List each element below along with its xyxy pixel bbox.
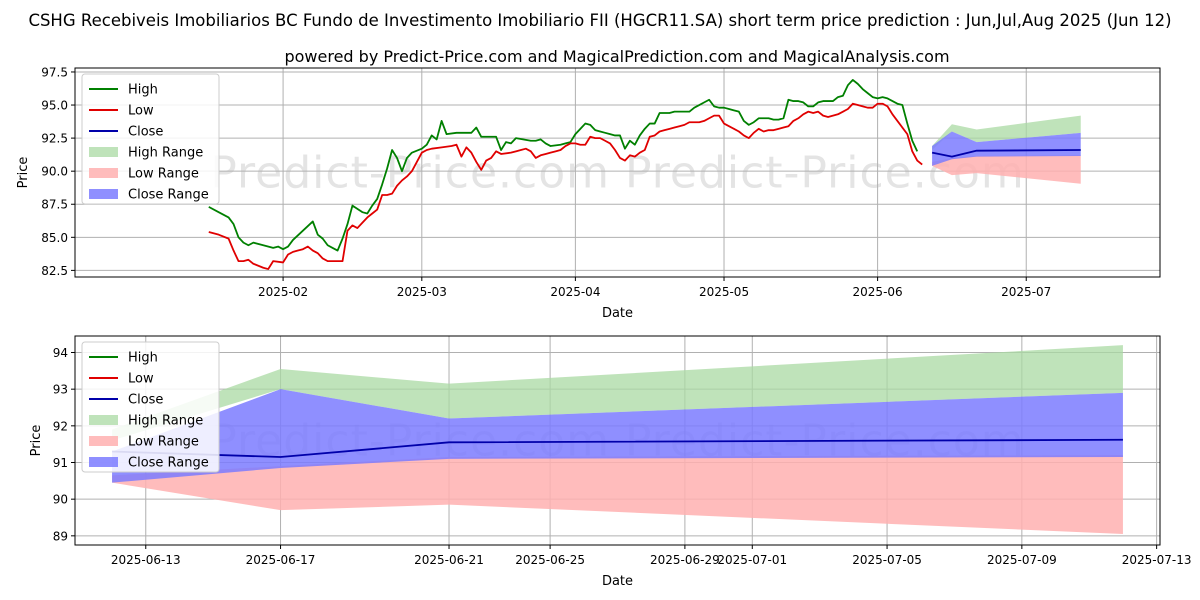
y-tick-label: 91 [53, 456, 68, 470]
legend-swatch-high-range [89, 415, 118, 425]
x-tick-label: 2025-06-21 [414, 553, 484, 567]
x-tick-label: 2025-07 [1001, 285, 1051, 299]
legend-label-close: Close [128, 125, 163, 140]
y-tick-label: 82.5 [41, 264, 68, 278]
x-tick-label: 2025-05 [699, 285, 749, 299]
x-tick-label: 2025-07-09 [987, 553, 1057, 567]
legend-label-close-range: Close Range [128, 188, 209, 203]
legend: High Low Close High Range Low Range Close Ran… [81, 341, 220, 473]
close-range-band [932, 131, 1081, 166]
chart-subtitle: powered by Predict-Price.com and Magical… [284, 47, 949, 66]
y-tick-label: 92.5 [41, 132, 68, 146]
legend: High Low Close High Range Low Range Close Ran… [81, 73, 220, 205]
y-tick-label: 90.0 [41, 165, 68, 179]
low-range-band [112, 455, 1123, 534]
legend-label-low-range: Low Range [128, 435, 199, 450]
legend-label-close: Close [128, 393, 163, 408]
y-tick-label: 87.5 [41, 198, 68, 212]
legend-swatch-close-range [89, 189, 118, 199]
legend-swatch-high-range [89, 147, 118, 157]
legend-label-close-range: Close Range [128, 456, 209, 471]
y-tick-label: 92 [53, 419, 68, 433]
plot-area [208, 79, 1081, 270]
x-axis-label: Date [602, 306, 633, 321]
low-line [208, 102, 923, 270]
chart-title: CSHG Recebiveis Imobiliarios BC Fundo de… [28, 11, 1171, 30]
x-tick-label: 2025-03 [397, 285, 447, 299]
legend-swatch-low-range [89, 436, 118, 446]
high-range-band [932, 115, 1081, 151]
watermark: Predict-Price.com Predict-Price.com [210, 148, 1024, 199]
axes-frame [74, 335, 1161, 546]
x-tick-label: 2025-06-17 [246, 553, 316, 567]
y-tick-label: 94 [53, 346, 68, 360]
x-tick-label: 2025-04 [550, 285, 600, 299]
y-tick-label: 97.5 [41, 65, 68, 79]
axes-frame [74, 67, 1161, 278]
y-tick-label: 85.0 [41, 231, 68, 245]
legend-label-low: Low [128, 372, 154, 387]
x-tick-label: 2025-06-29 [650, 553, 720, 567]
y-tick-label: 90 [53, 493, 68, 507]
legend-swatch-low-range [89, 168, 118, 178]
y-tick-label: 89 [53, 529, 68, 543]
close-line [931, 149, 1081, 158]
legend-label-high-range: High Range [128, 414, 203, 429]
legend-label-low-range: Low Range [128, 167, 199, 182]
y-tick-label: 93 [53, 383, 68, 397]
x-tick-label: 2025-06 [853, 285, 903, 299]
history-panel: Predict-Price.com Predict-Price.com 2025-… [16, 65, 1161, 321]
y-axis-label: Price [29, 425, 44, 457]
forecast-panel: Predict-Price.com Predict-Price.com2025-… [29, 335, 1192, 589]
legend-swatch-close-range [89, 457, 118, 467]
close-range-band [112, 389, 1123, 483]
y-tick-label: 95.0 [41, 99, 68, 113]
x-tick-label: 2025-06-13 [111, 553, 181, 567]
high-line [208, 79, 919, 252]
legend-label-low: Low [128, 104, 154, 119]
x-tick-label: 2025-07-05 [852, 553, 922, 567]
x-axis-label: Date [602, 574, 633, 589]
high-range-band [112, 345, 1123, 441]
x-tick-label: 2025-07-13 [1122, 553, 1192, 567]
x-tick-label: 2025-06-25 [515, 553, 585, 567]
legend-label-high-range: High Range [128, 146, 203, 161]
legend-label-high: High [128, 351, 158, 366]
low-range-band [932, 155, 1081, 184]
x-tick-label: 2025-07-01 [717, 553, 787, 567]
x-tick-label: 2025-02 [258, 285, 308, 299]
y-axis-label: Price [16, 157, 31, 189]
plot-area [112, 345, 1123, 534]
legend-label-high: High [128, 83, 158, 98]
